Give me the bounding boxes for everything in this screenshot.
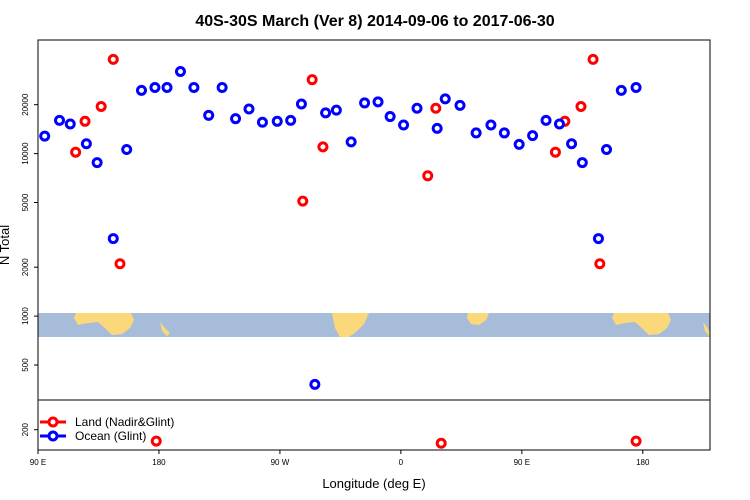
ocean-point <box>91 157 103 169</box>
x-tick-label: 90 E <box>514 458 530 467</box>
ocean-point <box>161 82 173 94</box>
south-america-landmass <box>332 313 369 337</box>
land-point <box>306 74 318 86</box>
x-tick-label: 180 <box>636 458 650 467</box>
ocean-point <box>498 127 510 139</box>
legend-item-ocean: Ocean (Glint) <box>40 429 146 443</box>
legend-land-marker <box>47 416 59 428</box>
land-point <box>70 146 82 158</box>
y-axis: 200 500 1000 2000 5000 10000 20000 <box>21 93 38 436</box>
ocean-point <box>553 118 565 130</box>
land-point <box>95 100 107 112</box>
y-tick-label: 10000 <box>21 142 30 165</box>
ocean-point <box>285 114 297 126</box>
ocean-point <box>615 84 627 96</box>
new-zealand-landmass <box>160 322 170 336</box>
ocean-point <box>330 104 342 116</box>
map-strip <box>38 313 710 337</box>
ocean-point <box>80 138 92 150</box>
australia-landmass <box>74 313 134 335</box>
land-point <box>150 435 162 447</box>
ocean-point <box>345 136 357 148</box>
ocean-point <box>121 143 133 155</box>
legend-ocean-marker <box>47 430 59 442</box>
y-tick-label: 1000 <box>21 307 30 325</box>
ocean-point <box>513 138 525 150</box>
ocean-point <box>320 107 332 119</box>
ocean-point <box>431 122 443 134</box>
land-point <box>594 258 606 270</box>
ocean-point <box>188 82 200 94</box>
land-point <box>297 195 309 207</box>
ocean-point <box>372 96 384 108</box>
land-point <box>114 258 126 270</box>
legend-ocean-label: Ocean (Glint) <box>75 429 146 443</box>
ocean-point <box>295 98 307 110</box>
ocean-point <box>566 138 578 150</box>
land-point <box>430 102 442 114</box>
ocean-point <box>230 113 242 125</box>
ocean-point <box>485 119 497 131</box>
x-axis-label: Longitude (deg E) <box>322 476 425 491</box>
ocean-band <box>38 313 710 337</box>
ocean-point <box>107 233 119 245</box>
australia-landmass-repeat <box>612 313 671 335</box>
ocean-point <box>540 114 552 126</box>
y-tick-label: 500 <box>21 358 30 372</box>
y-tick-label: 2000 <box>21 258 30 276</box>
ocean-point <box>64 118 76 130</box>
ocean-point <box>174 65 186 77</box>
africa-landmass <box>467 313 489 325</box>
ocean-point <box>135 84 147 96</box>
y-tick-label: 200 <box>21 422 30 436</box>
y-axis-label: N Total <box>0 225 12 265</box>
ocean-point <box>243 103 255 115</box>
ocean-point <box>470 127 482 139</box>
ocean-point <box>203 109 215 121</box>
ocean-point <box>601 143 613 155</box>
chart-title: 40S-30S March (Ver 8) 2014-09-06 to 2017… <box>195 13 554 30</box>
ocean-point <box>54 114 66 126</box>
ocean-point <box>359 97 371 109</box>
data-points <box>39 53 642 449</box>
land-point <box>575 100 587 112</box>
ocean-point <box>39 130 51 142</box>
x-tick-label: 90 W <box>271 458 290 467</box>
ocean-point <box>398 119 410 131</box>
land-point <box>422 170 434 182</box>
new-zealand-landmass-repeat <box>703 322 710 336</box>
ocean-point <box>592 233 604 245</box>
ocean-point <box>271 115 283 127</box>
ocean-point <box>256 116 268 128</box>
ocean-point <box>149 82 161 94</box>
plot-frame <box>37 39 711 451</box>
y-tick-label: 5000 <box>21 193 30 211</box>
legend-land-label: Land (Nadir&Glint) <box>75 415 174 429</box>
ocean-point <box>309 378 321 390</box>
x-tick-label: 180 <box>152 458 166 467</box>
ocean-point <box>576 157 588 169</box>
ocean-point <box>630 82 642 94</box>
ocean-point <box>439 93 451 105</box>
ocean-point <box>411 102 423 114</box>
land-point <box>317 141 329 153</box>
ocean-point <box>216 82 228 94</box>
x-tick-label: 0 <box>399 458 404 467</box>
ocean-point <box>384 111 396 123</box>
legend: Land (Nadir&Glint) Ocean (Glint) <box>40 415 174 443</box>
land-point <box>79 115 91 127</box>
land-point <box>435 437 447 449</box>
land-point <box>630 435 642 447</box>
land-point <box>549 146 561 158</box>
y-tick-label: 20000 <box>21 93 30 116</box>
x-tick-label: 90 E <box>30 458 46 467</box>
ocean-point <box>527 130 539 142</box>
land-point <box>587 53 599 65</box>
x-axis: 90 E 180 90 W 0 90 E 180 <box>30 450 650 467</box>
ocean-point <box>454 99 466 111</box>
legend-item-land: Land (Nadir&Glint) <box>40 415 174 429</box>
land-point <box>107 53 119 65</box>
